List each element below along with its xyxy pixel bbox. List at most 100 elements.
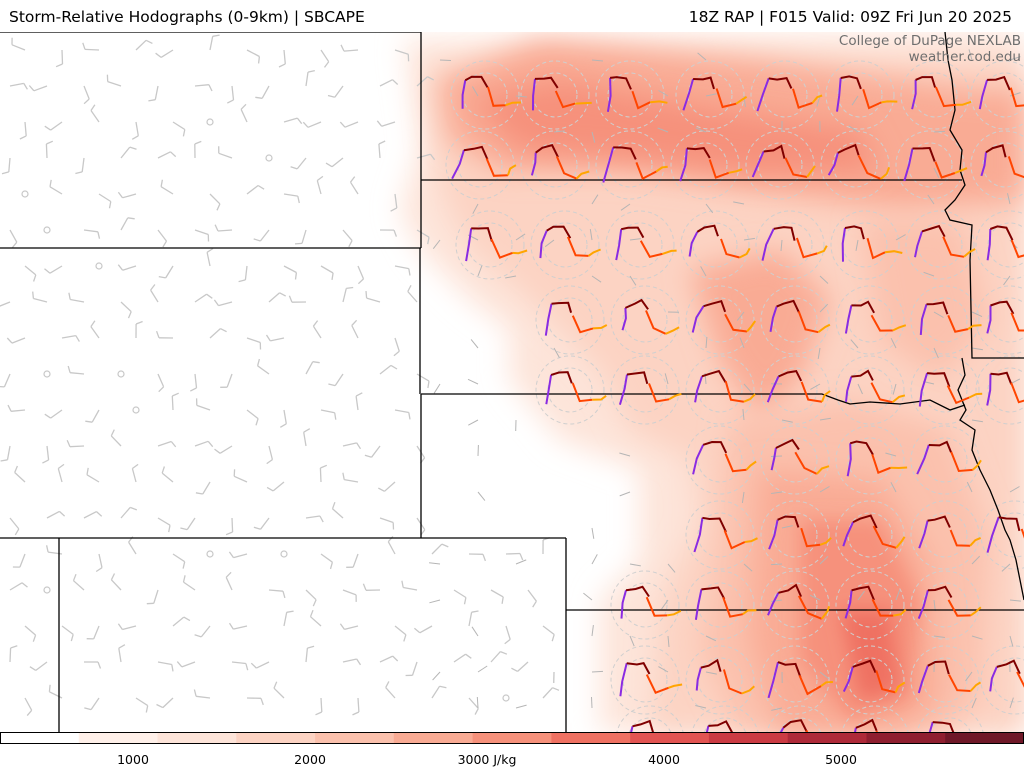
- wind-barb: [781, 419, 793, 423]
- hodograph-ring: [685, 645, 755, 715]
- wind-barb: [253, 229, 270, 242]
- wind-barb: [283, 610, 294, 627]
- wind-barb: [553, 130, 565, 133]
- wind-barb: [83, 229, 101, 239]
- hodograph-segment-0-1km: [836, 77, 842, 112]
- hodograph-segment-1-3km: [708, 720, 734, 732]
- wind-barb: [75, 157, 85, 175]
- hodograph-ring: [675, 60, 745, 130]
- colorbar-segment: [315, 732, 395, 744]
- hodograph: [682, 76, 748, 111]
- hodograph-segment-3-6km: [490, 238, 513, 259]
- state-borders: [0, 32, 1024, 732]
- hodograph: [691, 299, 757, 333]
- wind-barb: [305, 589, 317, 607]
- hodograph: [842, 659, 906, 694]
- hodograph-segment-1-3km: [927, 515, 951, 528]
- hodograph-segment-6-9km: [816, 465, 830, 475]
- wind-barb: [238, 265, 248, 283]
- hodograph-ring: [520, 60, 590, 130]
- hodograph-ring: [610, 645, 680, 715]
- wind-barb: [231, 661, 249, 671]
- hodograph-segment-6-9km: [650, 100, 668, 104]
- colorbar-segment: [787, 732, 868, 744]
- hodograph: [688, 224, 751, 259]
- wind-barb: [150, 284, 159, 303]
- hodograph-segment-1-3km: [985, 144, 1007, 158]
- hodograph-segment-6-9km: [662, 249, 677, 255]
- hodograph-segment-3-6km: [1010, 239, 1024, 259]
- hodograph-ring: [595, 60, 665, 130]
- wind-barb: [246, 184, 265, 195]
- wind-barb: [515, 704, 527, 709]
- wind-barb: [193, 689, 211, 699]
- wind-barb: [256, 358, 270, 375]
- hodograph-ring: [535, 285, 605, 355]
- hodograph-segment-0-1km: [630, 726, 634, 732]
- hodograph-segment-1-3km: [926, 301, 949, 315]
- hodograph-segment-3-6km: [1010, 312, 1024, 332]
- hodograph-segment-3-6km: [946, 385, 970, 405]
- hodograph-segment-6-9km: [728, 168, 743, 174]
- wind-barb: [161, 466, 174, 483]
- wind-barb: [591, 275, 602, 283]
- hodograph-segment-6-9km: [880, 166, 891, 180]
- wind-barb: [429, 562, 441, 565]
- hodograph-segment-3-6km: [948, 674, 971, 692]
- wind-barb: [45, 545, 63, 555]
- hodograph-segment-0-1km: [842, 521, 855, 547]
- hodograph-segment-1-3km: [463, 145, 489, 160]
- hodograph: [602, 146, 668, 183]
- wind-barb: [705, 671, 717, 675]
- hodograph-segment-1-3km: [927, 585, 953, 599]
- credit-line-2: weather.cod.edu: [908, 49, 1021, 65]
- hodograph-ring: [445, 130, 515, 200]
- hodograph: [766, 369, 831, 403]
- hodograph-segment-0-1km: [827, 152, 839, 176]
- hodograph-segment-1-3km: [626, 661, 651, 675]
- hodograph-segment-1-3km: [613, 146, 637, 160]
- hodograph-segment-0-1km: [767, 592, 780, 616]
- hodograph-segment-1-3km: [849, 440, 874, 456]
- wind-barb: [971, 347, 983, 351]
- hodograph-segment-6-9km: [744, 537, 758, 543]
- wind-barb: [515, 233, 526, 241]
- hodograph-segment-1-3km: [777, 515, 800, 528]
- wind-barb: [472, 203, 479, 214]
- colorbar-tick-label: 2000: [294, 752, 326, 767]
- wind-barb: [303, 428, 311, 447]
- wind-barb: [309, 609, 322, 627]
- hodograph: [911, 76, 972, 110]
- hodograph-segment-1-3km: [840, 75, 862, 90]
- wind-barb: [505, 275, 517, 279]
- hodograph-segment-1-3km: [546, 225, 572, 239]
- hodograph-segment-3-6km: [792, 88, 813, 109]
- wind-barb: [340, 44, 359, 52]
- map-area[interactable]: [0, 32, 1024, 732]
- hodograph-segment-3-6km: [795, 237, 818, 259]
- hodograph-segment-0-1km: [903, 148, 914, 182]
- wind-barb: [490, 650, 508, 663]
- wind-barb: [432, 239, 441, 250]
- wind-barb: [365, 291, 381, 303]
- wind-barb: [527, 589, 537, 608]
- calm-wind-marker: [43, 370, 51, 378]
- wind-barb: [84, 697, 100, 711]
- wind-barb: [342, 658, 362, 666]
- wind-barb: [851, 95, 859, 106]
- hodograph-segment-1-3km: [927, 372, 951, 388]
- hodograph-segment-3-6km: [942, 236, 965, 258]
- wind-barb: [431, 685, 447, 699]
- hodograph-segment-3-6km: [1007, 156, 1024, 179]
- wind-barb: [82, 42, 100, 51]
- wind-barb: [67, 365, 85, 375]
- wind-barb: [619, 491, 631, 497]
- wind-barb: [157, 440, 177, 448]
- hodograph: [606, 76, 668, 112]
- wind-barb: [477, 265, 483, 277]
- wind-barb: [591, 670, 604, 673]
- hodograph: [532, 76, 592, 111]
- wind-barb: [6, 337, 26, 344]
- wind-barb: [128, 536, 137, 555]
- wind-barb: [305, 645, 315, 663]
